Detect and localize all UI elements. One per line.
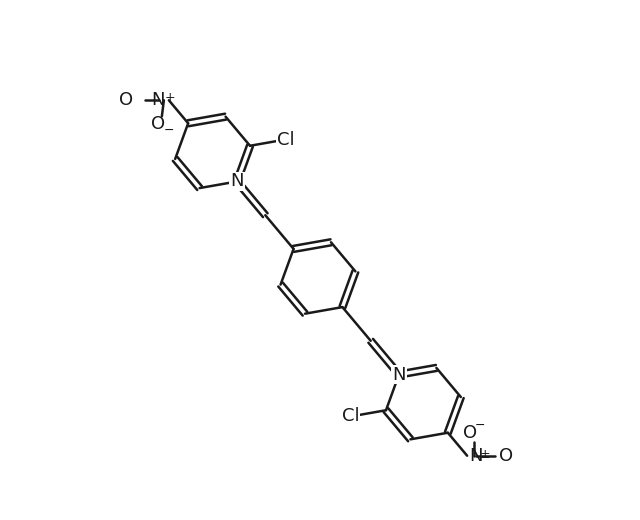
Text: O: O	[151, 115, 165, 133]
Text: +: +	[164, 91, 175, 104]
Text: O: O	[119, 92, 133, 109]
Text: Cl: Cl	[276, 131, 294, 149]
Text: N: N	[392, 366, 406, 384]
Text: O: O	[463, 424, 477, 441]
Text: N: N	[152, 92, 165, 109]
Text: ±: ±	[479, 448, 490, 461]
Text: N: N	[230, 173, 244, 190]
Text: Cl: Cl	[342, 408, 359, 425]
Text: −: −	[475, 419, 485, 432]
Text: −: −	[164, 124, 174, 137]
Text: N: N	[469, 447, 483, 465]
Text: O: O	[499, 447, 513, 465]
